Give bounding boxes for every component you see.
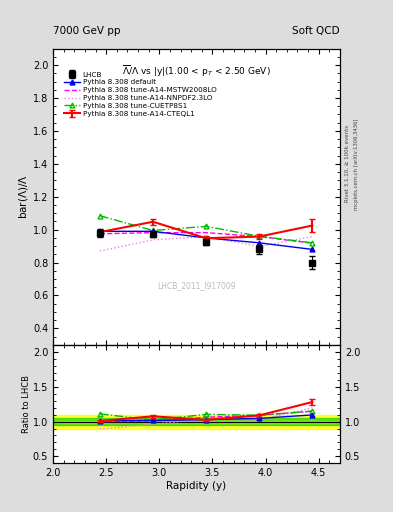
Line: Pythia 8.308 tune-A14-NNPDF2.3LO: Pythia 8.308 tune-A14-NNPDF2.3LO <box>100 237 312 251</box>
Bar <box>53 418 340 425</box>
Text: 7000 GeV pp: 7000 GeV pp <box>53 26 121 36</box>
Pythia 8.308 tune-CUETP8S1 <box>310 240 315 246</box>
Pythia 8.308 tune-A14-MSTW2008LO <box>310 240 315 246</box>
Y-axis label: bar($\Lambda$)/$\Lambda$: bar($\Lambda$)/$\Lambda$ <box>17 174 30 219</box>
Pythia 8.308 tune-A14-MSTW2008LO <box>151 229 155 236</box>
Pythia 8.308 default <box>151 228 155 234</box>
Pythia 8.308 tune-A14-MSTW2008LO <box>257 233 262 240</box>
Pythia 8.308 tune-A14-NNPDF2.3LO <box>310 233 315 240</box>
Text: Soft QCD: Soft QCD <box>292 26 340 36</box>
Text: $\overline{\Lambda}/\Lambda$ vs |y|(1.00 < p$_T$ < 2.50 GeV): $\overline{\Lambda}/\Lambda$ vs |y|(1.00… <box>122 63 271 79</box>
Pythia 8.308 tune-A14-NNPDF2.3LO <box>257 243 262 249</box>
Pythia 8.308 default <box>257 240 262 246</box>
Pythia 8.308 tune-CUETP8S1 <box>97 212 102 219</box>
Text: Rivet 3.1.10, ≥ 100k events: Rivet 3.1.10, ≥ 100k events <box>345 125 350 202</box>
Y-axis label: Ratio to LHCB: Ratio to LHCB <box>22 375 31 433</box>
Pythia 8.308 tune-CUETP8S1 <box>204 223 208 229</box>
Pythia 8.308 tune-A14-NNPDF2.3LO <box>97 248 102 254</box>
Line: Pythia 8.308 default: Pythia 8.308 default <box>97 229 315 252</box>
X-axis label: Rapidity (y): Rapidity (y) <box>167 481 226 491</box>
Bar <box>53 415 340 429</box>
Pythia 8.308 tune-CUETP8S1 <box>257 233 262 239</box>
Text: mcplots.cern.ch [arXiv:1306.3436]: mcplots.cern.ch [arXiv:1306.3436] <box>354 118 359 209</box>
Pythia 8.308 default <box>97 228 102 234</box>
Pythia 8.308 tune-A14-MSTW2008LO <box>97 231 102 237</box>
Line: Pythia 8.308 tune-CUETP8S1: Pythia 8.308 tune-CUETP8S1 <box>97 214 315 245</box>
Pythia 8.308 tune-CUETP8S1 <box>151 227 155 233</box>
Pythia 8.308 default <box>204 235 208 241</box>
Legend: LHCB, Pythia 8.308 default, Pythia 8.308 tune-A14-MSTW2008LO, Pythia 8.308 tune-: LHCB, Pythia 8.308 default, Pythia 8.308… <box>62 70 218 118</box>
Line: Pythia 8.308 tune-A14-MSTW2008LO: Pythia 8.308 tune-A14-MSTW2008LO <box>100 232 312 243</box>
Pythia 8.308 tune-A14-MSTW2008LO <box>204 229 208 236</box>
Pythia 8.308 default <box>310 246 315 252</box>
Pythia 8.308 tune-A14-NNPDF2.3LO <box>151 237 155 243</box>
Text: LHCB_2011_I917009: LHCB_2011_I917009 <box>157 281 236 290</box>
Pythia 8.308 tune-A14-NNPDF2.3LO <box>204 233 208 240</box>
